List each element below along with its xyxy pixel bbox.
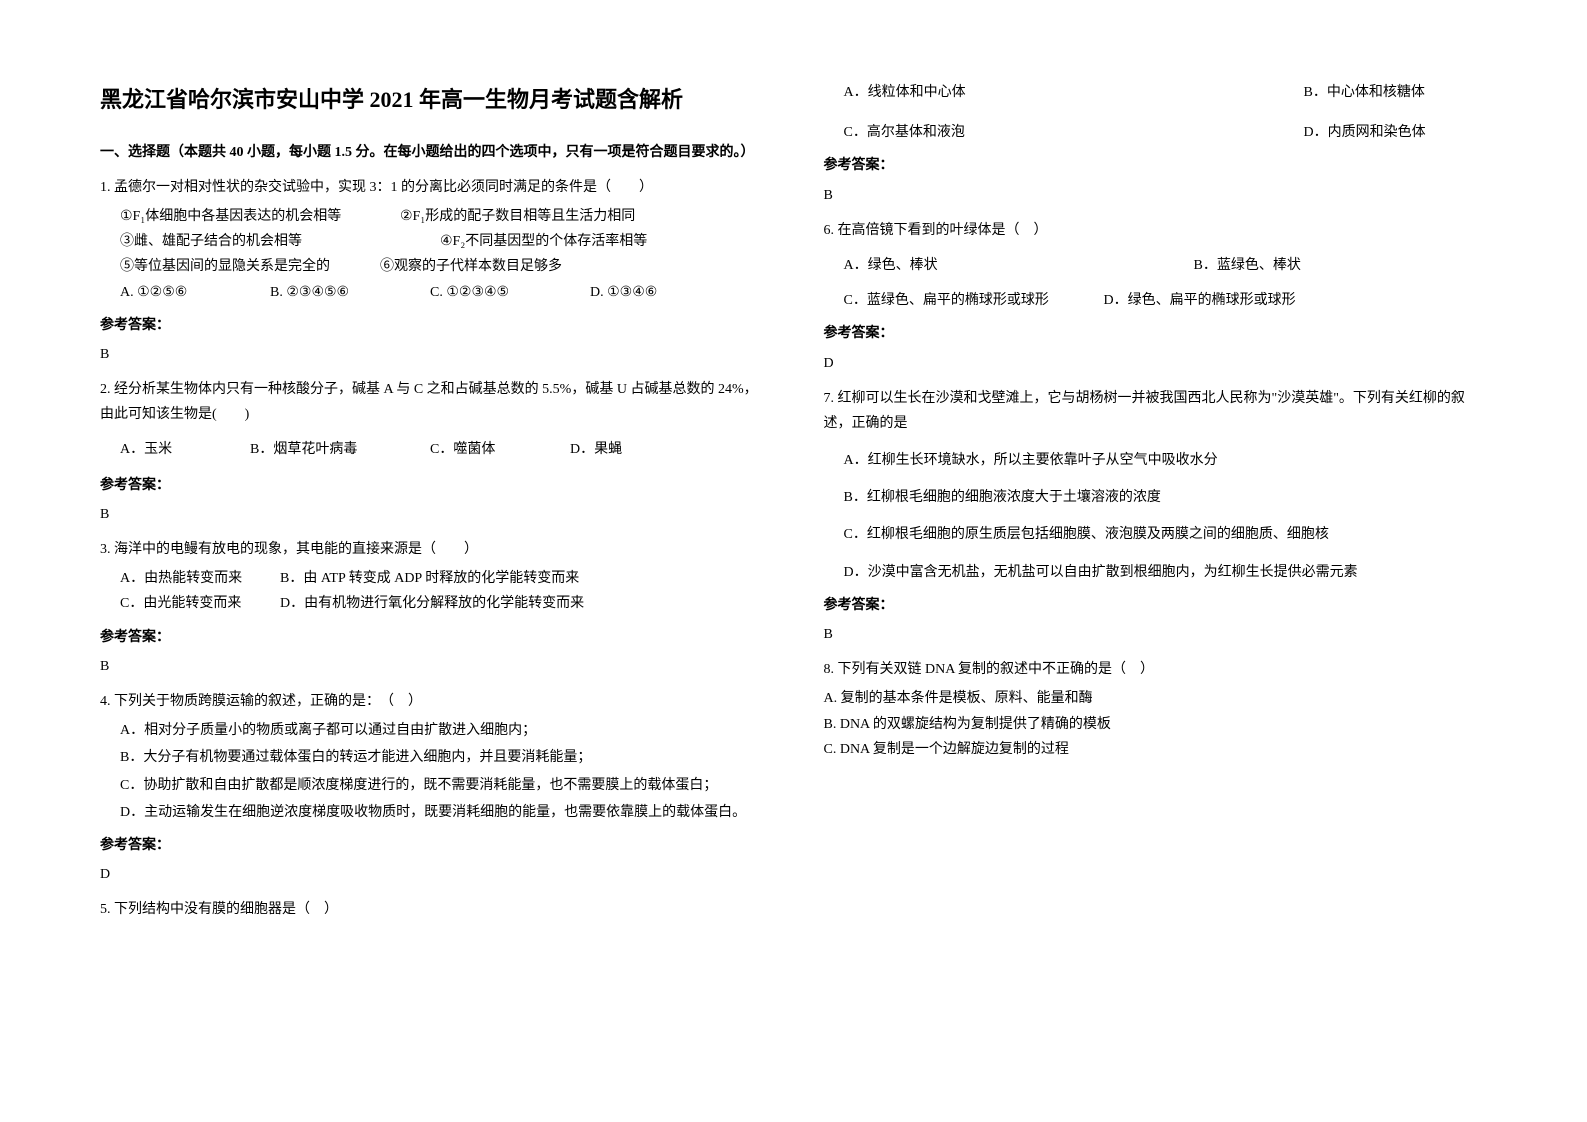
q7-optC: C．红柳根毛细胞的原生质层包括细胞膜、液泡膜及两膜之间的细胞质、细胞核 xyxy=(824,522,1488,547)
q7-optD: D．沙漠中富含无机盐，无机盐可以自由扩散到根细胞内，为红柳生长提供必需元素 xyxy=(824,560,1488,585)
q6-text: 6. 在高倍镜下看到的叶绿体是（ ） xyxy=(824,218,1488,243)
exam-title: 黑龙江省哈尔滨市安山中学 2021 年高一生物月考试题含解析 xyxy=(100,80,764,120)
question-7: 7. 红柳可以生长在沙漠和戈壁滩上，它与胡杨树一并被我国西北人民称为"沙漠英雄"… xyxy=(824,386,1488,648)
q4-optD: D．主动运输发生在细胞逆浓度梯度吸收物质时，既要消耗细胞的能量，也需要依靠膜上的… xyxy=(100,800,764,825)
q5-optD: D．内质网和染色体 xyxy=(1304,120,1426,145)
q2-answer: B xyxy=(100,502,764,527)
q6-answer-label: 参考答案： xyxy=(824,321,1488,346)
q3-optB: B．由 ATP 转变成 ADP 时释放的化学能转变而来 xyxy=(280,566,579,591)
q7-optA: A．红柳生长环境缺水，所以主要依靠叶子从空气中吸收水分 xyxy=(824,448,1488,473)
q4-optA: A．相对分子质量小的物质或离子都可以通过自由扩散进入细胞内； xyxy=(100,718,764,743)
q3-text: 3. 海洋中的电鳗有放电的现象，其电能的直接来源是（ ） xyxy=(100,537,764,562)
question-8: 8. 下列有关双链 DNA 复制的叙述中不正确的是（ ） A. 复制的基本条件是… xyxy=(824,657,1488,762)
q8-optA: A. 复制的基本条件是模板、原料、能量和酶 xyxy=(824,686,1488,711)
q2-optA: A．玉米 xyxy=(120,437,250,462)
q1-sub2: ②F₁形成的配子数目相等且生活力相同 xyxy=(400,204,635,229)
q4-answer-label: 参考答案： xyxy=(100,833,764,858)
q5-optC: C．高尔基体和液泡 xyxy=(844,120,1304,145)
q3-optC: C．由光能转变而来 xyxy=(120,591,280,616)
right-column: A．线粒体和中心体 B．中心体和核糖体 C．高尔基体和液泡 D．内质网和染色体 … xyxy=(824,80,1488,930)
left-column: 黑龙江省哈尔滨市安山中学 2021 年高一生物月考试题含解析 一、选择题（本题共… xyxy=(100,80,764,930)
q1-sub6: ⑥观察的子代样本数目足够多 xyxy=(380,254,562,279)
q8-optC: C. DNA 复制是一个边解旋边复制的过程 xyxy=(824,737,1488,762)
q6-optA: A．绿色、棒状 xyxy=(844,253,1194,278)
question-5-continued: A．线粒体和中心体 B．中心体和核糖体 C．高尔基体和液泡 D．内质网和染色体 … xyxy=(824,80,1488,208)
q1-sub1: ①F₁体细胞中各基因表达的机会相等 xyxy=(120,204,400,229)
question-4: 4. 下列关于物质跨膜运输的叙述，正确的是： （ ） A．相对分子质量小的物质或… xyxy=(100,689,764,887)
question-5-start: 5. 下列结构中没有膜的细胞器是（ ） xyxy=(100,897,764,922)
q1-text: 1. 孟德尔一对相对性状的杂交试验中，实现 3：1 的分离比必须同时满足的条件是… xyxy=(100,175,764,200)
q5-text: 5. 下列结构中没有膜的细胞器是（ ） xyxy=(100,897,764,922)
q2-optD: D．果蝇 xyxy=(570,437,622,462)
q7-optB: B．红柳根毛细胞的细胞液浓度大于土壤溶液的浓度 xyxy=(824,485,1488,510)
q1-sub5: ⑤等位基因间的显隐关系是完全的 xyxy=(120,254,380,279)
q3-answer-label: 参考答案： xyxy=(100,625,764,650)
q5-answer-label: 参考答案： xyxy=(824,153,1488,178)
q3-optD: D．由有机物进行氧化分解释放的化学能转变而来 xyxy=(280,591,584,616)
q4-answer: D xyxy=(100,862,764,887)
q6-optB: B．蓝绿色、棒状 xyxy=(1194,253,1301,278)
section-header: 一、选择题（本题共 40 小题，每小题 1.5 分。在每小题给出的四个选项中，只… xyxy=(100,140,764,165)
q1-optD: D. ①③④⑥ xyxy=(590,280,657,305)
q5-optB: B．中心体和核糖体 xyxy=(1304,80,1425,105)
q2-optC: C．噬菌体 xyxy=(430,437,570,462)
q6-answer: D xyxy=(824,351,1488,376)
q5-optA: A．线粒体和中心体 xyxy=(844,80,1304,105)
q4-text: 4. 下列关于物质跨膜运输的叙述，正确的是： （ ） xyxy=(100,689,764,714)
q4-optB: B．大分子有机物要通过载体蛋白的转运才能进入细胞内，并且要消耗能量； xyxy=(100,745,764,770)
q2-answer-label: 参考答案： xyxy=(100,473,764,498)
q1-answer: B xyxy=(100,342,764,367)
q7-answer: B xyxy=(824,622,1488,647)
question-3: 3. 海洋中的电鳗有放电的现象，其电能的直接来源是（ ） A．由热能转变而来 B… xyxy=(100,537,764,679)
question-1: 1. 孟德尔一对相对性状的杂交试验中，实现 3：1 的分离比必须同时满足的条件是… xyxy=(100,175,764,367)
q8-text: 8. 下列有关双链 DNA 复制的叙述中不正确的是（ ） xyxy=(824,657,1488,682)
q6-optC: C．蓝绿色、扁平的椭球形或球形 xyxy=(844,288,1104,313)
question-6: 6. 在高倍镜下看到的叶绿体是（ ） A．绿色、棒状 B．蓝绿色、棒状 C．蓝绿… xyxy=(824,218,1488,376)
q5-answer: B xyxy=(824,183,1488,208)
q3-answer: B xyxy=(100,654,764,679)
q4-optC: C．协助扩散和自由扩散都是顺浓度梯度进行的，既不需要消耗能量，也不需要膜上的载体… xyxy=(100,773,764,798)
q8-optB: B. DNA 的双螺旋结构为复制提供了精确的模板 xyxy=(824,712,1488,737)
q1-optB: B. ②③④⑤⑥ xyxy=(270,280,430,305)
q7-answer-label: 参考答案： xyxy=(824,593,1488,618)
q1-sub3: ③雌、雄配子结合的机会相等 xyxy=(120,229,440,254)
q2-text: 2. 经分析某生物体内只有一种核酸分子，碱基 A 与 C 之和占碱基总数的 5.… xyxy=(100,377,764,427)
question-2: 2. 经分析某生物体内只有一种核酸分子，碱基 A 与 C 之和占碱基总数的 5.… xyxy=(100,377,764,527)
q1-answer-label: 参考答案： xyxy=(100,313,764,338)
q2-optB: B．烟草花叶病毒 xyxy=(250,437,430,462)
q1-sub4: ④F₂不同基因型的个体存活率相等 xyxy=(440,229,647,254)
q7-text: 7. 红柳可以生长在沙漠和戈壁滩上，它与胡杨树一并被我国西北人民称为"沙漠英雄"… xyxy=(824,386,1488,436)
q1-optC: C. ①②③④⑤ xyxy=(430,280,590,305)
q6-optD: D．绿色、扁平的椭球形或球形 xyxy=(1104,288,1296,313)
q1-optA: A. ①②⑤⑥ xyxy=(120,280,270,305)
q3-optA: A．由热能转变而来 xyxy=(120,566,280,591)
page-container: 黑龙江省哈尔滨市安山中学 2021 年高一生物月考试题含解析 一、选择题（本题共… xyxy=(100,80,1487,930)
